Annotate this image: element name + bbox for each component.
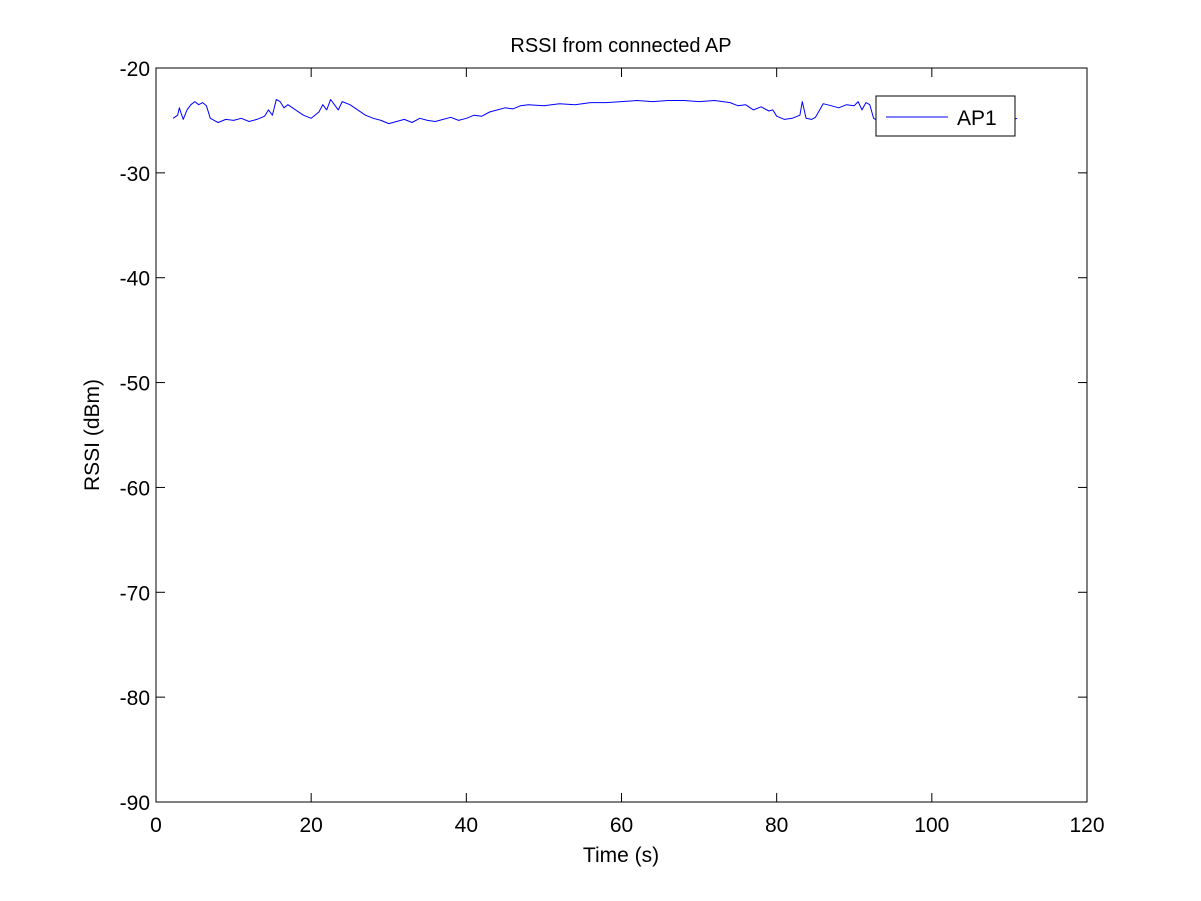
y-tick-label: -40 — [120, 268, 150, 291]
legend-box — [875, 95, 1016, 137]
x-tick-label: 100 — [914, 814, 949, 837]
x-tick-label: 60 — [610, 814, 633, 837]
y-tick-label: -70 — [120, 582, 150, 605]
y-tick-label: -90 — [120, 792, 150, 815]
series-line-ap1 — [172, 99, 1018, 125]
plot-area — [155, 67, 1088, 803]
x-tick-label: 40 — [455, 814, 478, 837]
x-tick-label: 0 — [150, 814, 162, 837]
y-tick-label: -80 — [120, 687, 150, 710]
chart-title: RSSI from connected AP — [510, 35, 731, 57]
x-tick-label: 80 — [765, 814, 788, 837]
y-tick-label: -50 — [120, 373, 150, 396]
legend-label-ap1: AP1 — [957, 107, 997, 130]
y-tick-label: -30 — [120, 163, 150, 186]
legend: AP1 — [875, 95, 1016, 137]
y-tick-label: -60 — [120, 477, 150, 500]
y-tick-label: -20 — [120, 58, 150, 81]
axis-ticks: 0 20 40 60 80 100 120 -90 -80 -70 -60 -50 -40 -30 -20 — [120, 58, 1105, 837]
series-lines — [172, 99, 1018, 125]
x-tick-label: 120 — [1069, 814, 1104, 837]
y-axis-label: RSSI (dBm) — [81, 379, 104, 491]
x-axis-label: Time (s) — [583, 844, 659, 867]
x-tick-label: 20 — [299, 814, 322, 837]
